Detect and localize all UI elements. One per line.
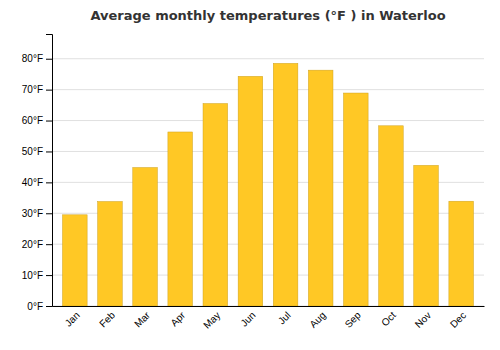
bar [238, 76, 263, 306]
tick-label: 80°F [22, 53, 43, 64]
tick: 40°F [22, 177, 52, 188]
tick-label: 70°F [22, 84, 43, 95]
plot: 0°F 10°F 20°F 30°F 40°F 50°F 60°F 70°F 80°F Jan Fe… [22, 35, 485, 331]
tick: May [201, 310, 222, 331]
bar [308, 70, 333, 306]
tick-mark [46, 244, 52, 245]
tick: Jun [238, 310, 257, 329]
axis-line [46, 35, 53, 307]
tick-label: Sep [343, 309, 364, 330]
tick: 80°F [22, 53, 52, 64]
tick: Feb [97, 309, 117, 329]
tick: 50°F [22, 146, 52, 157]
tick-mark [46, 90, 52, 91]
bars [63, 63, 474, 306]
tick-label: Dec [448, 310, 468, 330]
tick-label: Aug [307, 310, 327, 330]
grid-line [52, 89, 484, 90]
grid-line [52, 151, 484, 152]
tick-label: Jul [276, 310, 293, 327]
tick: Sep [343, 309, 364, 330]
bar [449, 201, 474, 306]
tick: Jul [276, 310, 293, 327]
tick-label: Jun [238, 310, 257, 329]
bar [414, 165, 439, 306]
y-axis: 0°F 10°F 20°F 30°F 40°F 50°F 60°F 70°F 80°F [22, 35, 53, 312]
tick-mark [46, 275, 52, 276]
tick-mark [46, 182, 52, 183]
tick-mark [46, 121, 52, 122]
bar [344, 93, 369, 306]
x-axis: Jan Feb Mar Apr May Jun Jul Aug Sep Oct Nov Dec [53, 307, 485, 331]
tick: 10°F [22, 270, 52, 281]
tick-label: 50°F [22, 146, 43, 157]
tick: 60°F [22, 115, 52, 126]
tick-mark [46, 306, 52, 307]
bar [168, 132, 193, 306]
bar [379, 126, 404, 306]
tick-label: 20°F [22, 239, 43, 250]
title: Average monthly temperatures (°F ) in Wa… [90, 8, 445, 23]
grid-line [52, 120, 484, 121]
tick-label: 30°F [22, 208, 43, 219]
tick-label: Jan [63, 310, 82, 329]
bar [98, 202, 123, 306]
chart: 0°F 10°F 20°F 30°F 40°F 50°F 60°F 70°F 80°F Jan Fe… [0, 0, 500, 350]
tick-label: Oct [379, 309, 398, 328]
tick: Aug [307, 310, 327, 330]
tick: 30°F [22, 208, 52, 219]
tick-label: 10°F [22, 270, 43, 281]
tick: Apr [168, 309, 187, 328]
tick-label: 60°F [22, 115, 43, 126]
grid-line [52, 58, 484, 59]
tick-label: Nov [413, 310, 433, 330]
tick-label: Mar [132, 309, 152, 329]
tick: Mar [132, 309, 152, 329]
tick-label: Feb [97, 309, 117, 329]
tick: Jan [63, 310, 82, 329]
tick-mark [46, 151, 52, 152]
tick-label: May [201, 310, 222, 331]
tick-mark [46, 213, 52, 214]
tick: 0°F [27, 301, 52, 312]
tick: 70°F [22, 84, 52, 95]
tick-label: Apr [168, 309, 187, 328]
tick-mark [46, 59, 52, 60]
tick-label: 0°F [27, 301, 43, 312]
bar [133, 168, 158, 306]
tick: 20°F [22, 239, 52, 250]
tick: Nov [413, 310, 433, 330]
tick: Dec [448, 310, 468, 330]
tick-label: 40°F [22, 177, 43, 188]
axis-line [53, 306, 485, 307]
grid [52, 59, 484, 306]
bar [203, 104, 228, 306]
bar [63, 215, 88, 306]
tick: Oct [379, 309, 398, 328]
bar [273, 63, 298, 306]
